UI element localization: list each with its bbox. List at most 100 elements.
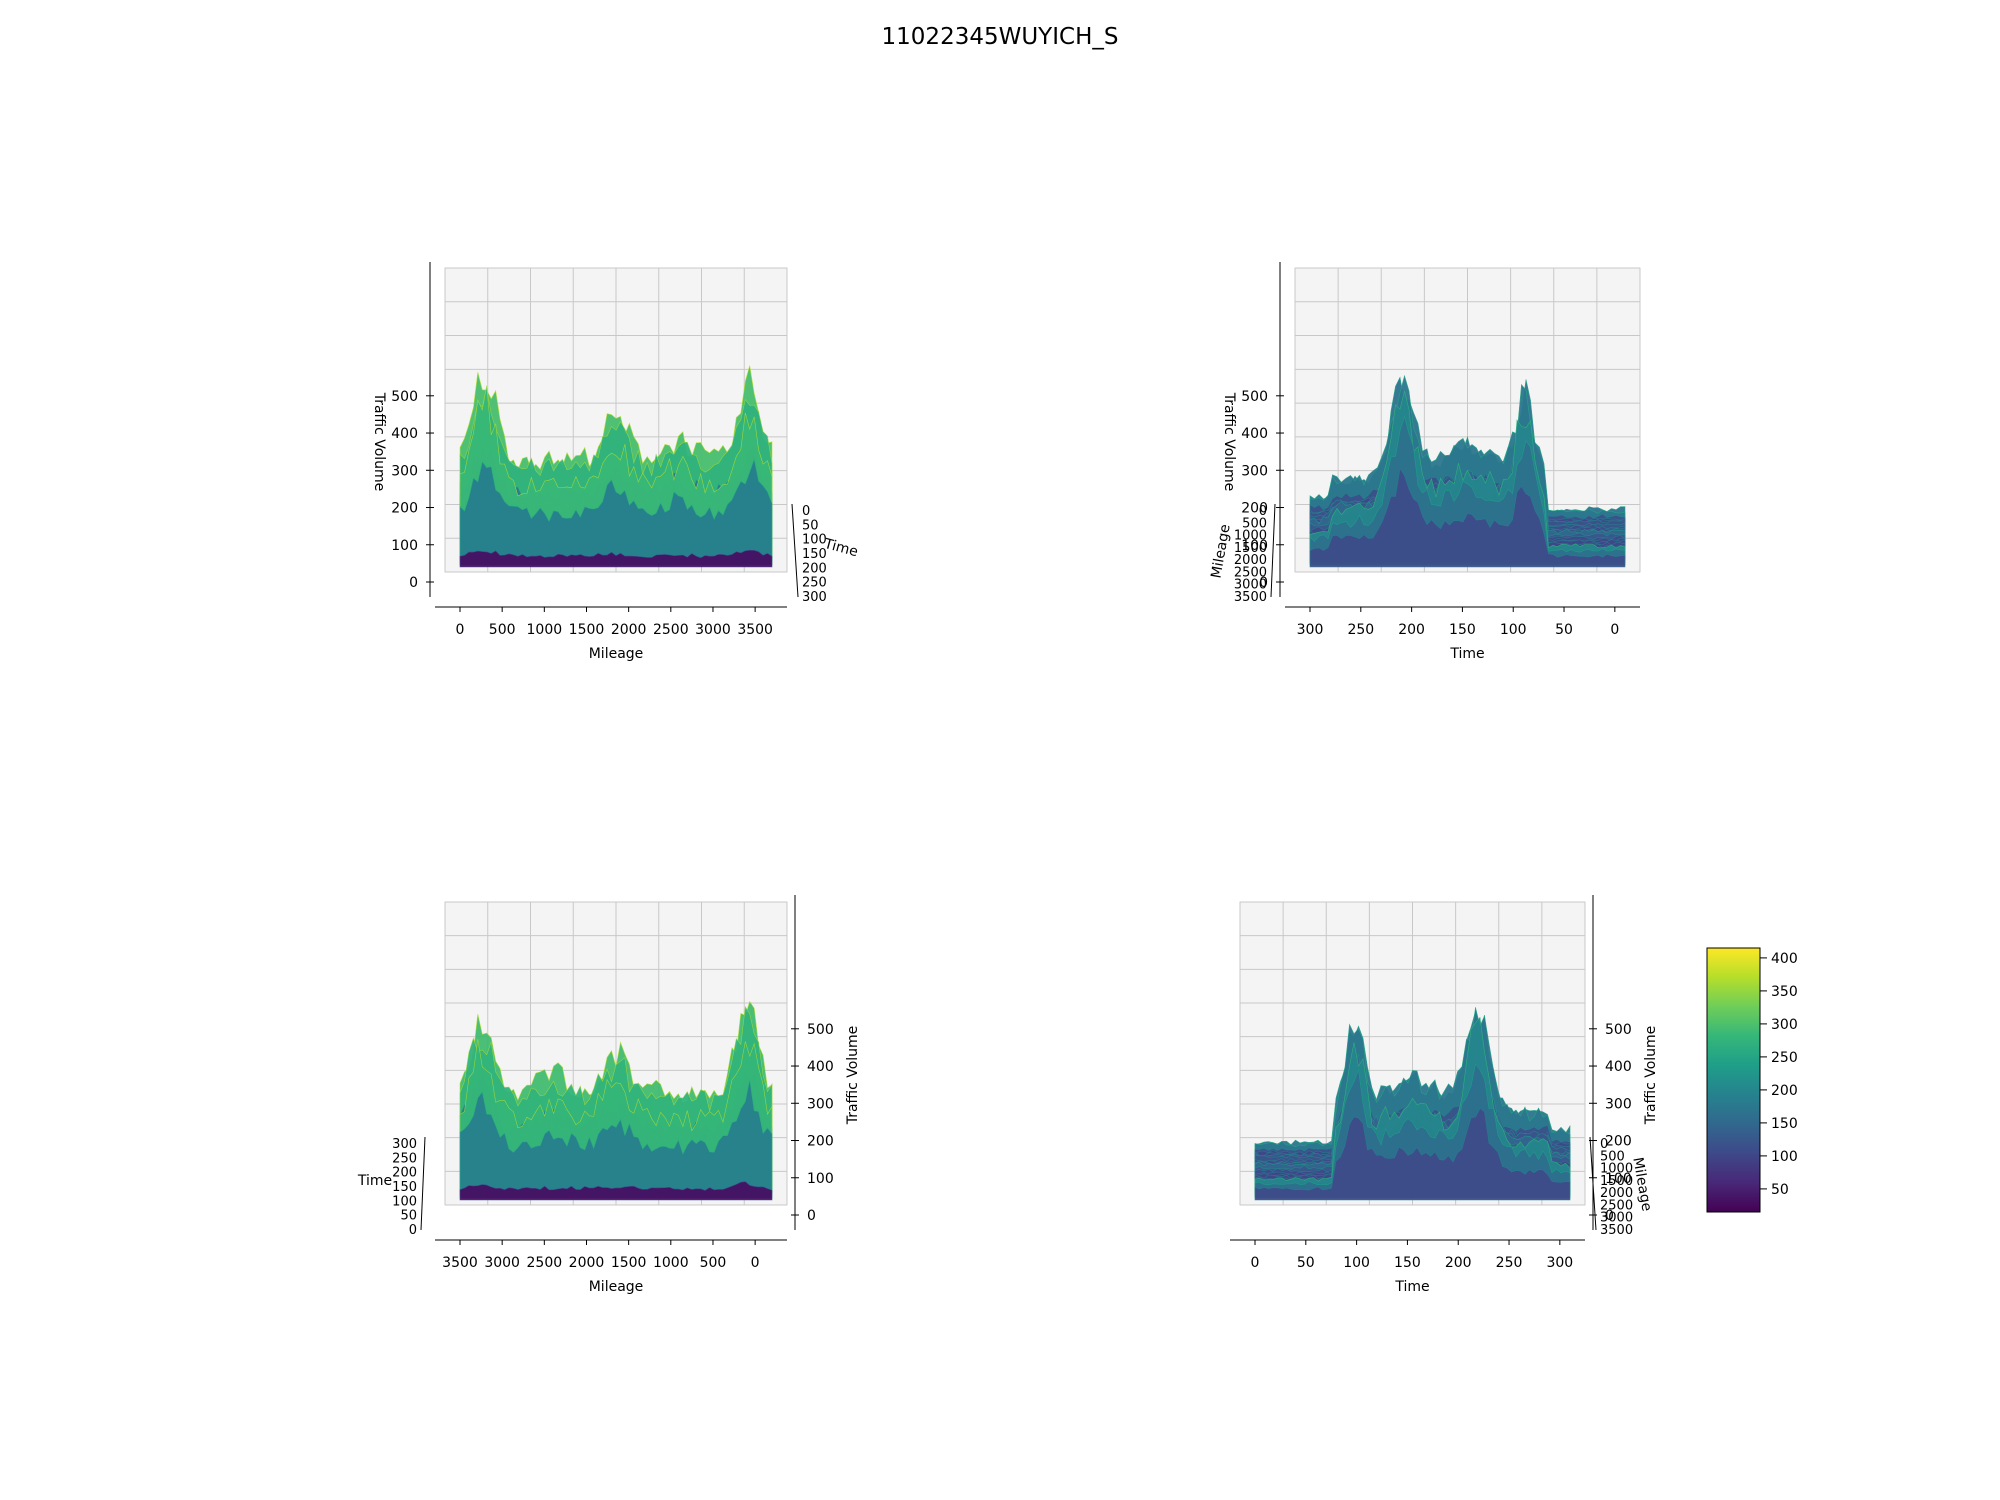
y-axis-line <box>420 1136 426 1231</box>
surface-strip <box>459 458 773 566</box>
colorbar-tick-label: 400 <box>1771 951 1798 967</box>
z-axis-label: Traffic Volume <box>371 392 387 492</box>
y-tick-label: 100 <box>392 1194 417 1209</box>
z-tick-label: 500 <box>1241 389 1268 405</box>
colorbar-tick-label: 100 <box>1771 1149 1798 1165</box>
y-tick-label: 1000 <box>1600 1162 1633 1177</box>
colorbar-gradient <box>1706 947 1761 1213</box>
x-tick-label: 1500 <box>611 1255 647 1271</box>
x-tick-label: 300 <box>1546 1255 1573 1271</box>
z-tick-label: 200 <box>1241 501 1268 517</box>
surface-strip <box>1254 1107 1571 1201</box>
y-axis-label: Mileage <box>1629 1156 1654 1213</box>
figure-title: 11022345WUYICH_S <box>881 24 1119 50</box>
y-tick-label: 3000 <box>1600 1211 1633 1226</box>
z-tick-label: 200 <box>807 1134 834 1150</box>
y-tick-label: 150 <box>392 1180 417 1195</box>
z-tick-label: 0 <box>1605 1208 1614 1224</box>
z-tick-label: 400 <box>391 426 418 442</box>
x-tick-label: 2500 <box>527 1255 563 1271</box>
x-tick-label: 500 <box>700 1255 727 1271</box>
y-tick-label: 2000 <box>1234 553 1267 568</box>
y-tick-label: 2500 <box>1600 1198 1633 1213</box>
z-tick-label: 500 <box>391 389 418 405</box>
z-tick-label: 100 <box>1605 1171 1632 1187</box>
x-tick-label: 3500 <box>737 622 773 638</box>
colorbar-tick-label: 150 <box>1771 1116 1798 1132</box>
y-tick-label: 50 <box>400 1209 417 1224</box>
y-tick-label: 200 <box>392 1166 417 1181</box>
z-axis-label: Traffic Volume <box>845 1026 861 1126</box>
surface-strip <box>459 1181 773 1201</box>
y-axis-line <box>791 503 799 598</box>
y-axis-label: Mileage <box>1208 523 1233 580</box>
x-tick-label: 3000 <box>484 1255 520 1271</box>
x-axis-label: Mileage <box>589 646 644 662</box>
x-tick-label: 0 <box>456 622 465 638</box>
subplot-2: 300 250 200 150 100 50 0Time0100200300400500Tr… <box>1208 262 1641 662</box>
y-tick-label: 250 <box>802 576 827 591</box>
colorbar-tick-label: 300 <box>1771 1017 1798 1033</box>
y-tick-label: 0 <box>1600 1137 1608 1152</box>
z-tick-label: 200 <box>1605 1134 1632 1150</box>
y-tick-label: 500 <box>1242 516 1267 531</box>
z-tick-label: 300 <box>391 463 418 479</box>
z-axis-label: Traffic Volume <box>1221 392 1237 492</box>
z-tick-label: 0 <box>1259 575 1268 591</box>
y-tick-label: 0 <box>1259 504 1267 519</box>
x-tick-label: 1000 <box>527 622 563 638</box>
colorbar-tick-label: 350 <box>1771 984 1798 1000</box>
y-tick-label: 50 <box>802 518 819 533</box>
x-tick-label: 1500 <box>569 622 605 638</box>
surface-strip <box>459 1079 773 1199</box>
x-tick-label: 3500 <box>442 1255 478 1271</box>
y-tick-label: 3000 <box>1234 578 1267 593</box>
x-tick-label: 0 <box>1251 1255 1260 1271</box>
subplot-1: 0 500 1000 1500 2000 2500 3000 3500Mileage01002… <box>371 262 860 662</box>
x-tick-label: 50 <box>1297 1255 1315 1271</box>
x-tick-label: 100 <box>1500 622 1527 638</box>
subplot-4: 0 50 100 150 200 250 300 Time 0 100 200 300 400 500 Tr… <box>1230 895 1659 1295</box>
y-tick-label: 2500 <box>1234 565 1267 580</box>
x-tick-label: 2000 <box>569 1255 605 1271</box>
surface-strip <box>459 549 773 568</box>
y-tick-label: 1500 <box>1600 1174 1633 1189</box>
x-tick-label: 50 <box>1555 622 1573 638</box>
colorbar-tick-label: 250 <box>1771 1050 1798 1066</box>
y-tick-label: 1500 <box>1234 541 1267 556</box>
y-axis-line <box>1270 503 1276 598</box>
z-tick-label: 300 <box>1241 463 1268 479</box>
x-tick-label: 3000 <box>695 622 731 638</box>
x-axis-label: Time <box>1449 646 1484 662</box>
y-axis-label: Time <box>821 536 859 561</box>
x-tick-label: 1000 <box>653 1255 689 1271</box>
z-axis-label: Traffic Volume <box>1643 1026 1659 1126</box>
y-tick-label: 3500 <box>1234 590 1267 605</box>
x-axis-label: Time <box>1394 1279 1429 1295</box>
z-tick-label: 400 <box>807 1059 834 1075</box>
z-tick-label: 300 <box>1605 1096 1632 1112</box>
z-tick-label: 500 <box>807 1022 834 1038</box>
z-tick-label: 0 <box>807 1208 816 1224</box>
x-tick-label: 200 <box>1445 1255 1472 1271</box>
x-tick-label: 100 <box>1343 1255 1370 1271</box>
subplot-3: 3500 3000 2500 2000 1500 1000 500 0Mileage01002… <box>357 895 861 1295</box>
y-tick-label: 250 <box>392 1151 417 1166</box>
z-tick-label: 400 <box>1241 426 1268 442</box>
colorbar-tick-label: 200 <box>1771 1083 1798 1099</box>
y-tick-label: 500 <box>1600 1149 1625 1164</box>
y-tick-label: 2000 <box>1600 1186 1633 1201</box>
x-tick-label: 500 <box>489 622 516 638</box>
z-tick-label: 0 <box>409 575 418 591</box>
x-tick-label: 2000 <box>611 622 647 638</box>
y-tick-label: 200 <box>802 561 827 576</box>
y-tick-label: 1000 <box>1234 529 1267 544</box>
x-tick-label: 200 <box>1398 622 1425 638</box>
y-axis-line <box>1589 1136 1597 1231</box>
y-tick-label: 100 <box>802 533 827 548</box>
x-tick-label: 250 <box>1347 622 1374 638</box>
z-tick-label: 100 <box>1241 538 1268 554</box>
x-tick-label: 150 <box>1449 622 1476 638</box>
y-tick-label: 0 <box>802 504 810 519</box>
